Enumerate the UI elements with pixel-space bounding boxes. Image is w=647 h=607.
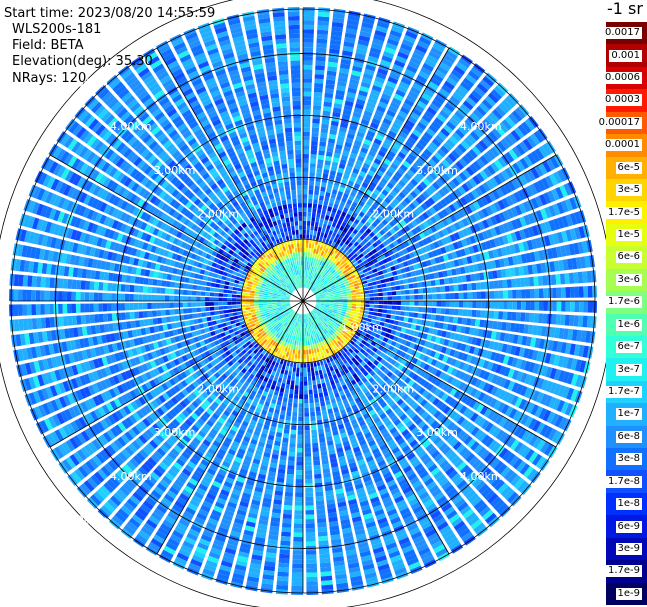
range-ring-label: 3.00km: [416, 164, 458, 177]
range-ring-label: 3.00km: [154, 426, 196, 439]
range-ring-label: 4.00km: [110, 470, 152, 483]
colorbar-units-label: -1 sr: [607, 0, 643, 18]
range-ring-label: 2.00km: [372, 208, 414, 221]
azimuth-spoke: [302, 47, 450, 302]
colorbar-tick-label: 0.0001: [603, 139, 642, 152]
range-ring-label: 5.00km: [66, 514, 108, 527]
range-ring-label: 5.00km: [66, 76, 108, 89]
colorbar-tick-label: 6e-6: [615, 251, 642, 264]
colorbar-tick-label: 3e-9: [615, 542, 642, 555]
colorbar-tick-label: 1.7e-5: [605, 206, 642, 219]
colorbar-tick-label: 3e-5: [615, 184, 642, 197]
ppi-plot: 1.00km 2.00km 2.00km 2.00km 2.00km 3.00km 3.00…: [0, 0, 606, 607]
elevation-label: Elevation(deg): 35.30: [12, 54, 153, 69]
azimuth-spoke: [49, 300, 304, 448]
colorbar-tick-label: 0.00017: [596, 116, 642, 129]
azimuth-spoke: [302, 300, 557, 448]
colorbar-tick-label: 6e-7: [615, 341, 642, 354]
range-ring-label: 4.00km: [110, 120, 152, 133]
colorbar-tick-label: 1.7e-6: [605, 296, 642, 309]
range-ring-label: 2.00km: [372, 382, 414, 395]
azimuth-spoke: [302, 154, 557, 302]
colorbar-tick-label: 6e-5: [615, 161, 642, 174]
range-ring-label: 2.00km: [198, 382, 240, 395]
colorbar-tick-label: 1.7e-8: [605, 475, 642, 488]
range-ring-label: 4.00km: [460, 120, 502, 133]
range-ring-label: 2.00km: [198, 208, 240, 221]
colorbar-tick-label: 1e-9: [615, 587, 642, 600]
range-ring-label: 3.00km: [416, 426, 458, 439]
field-label: Field: BETA: [12, 38, 84, 53]
azimuth-spoke: [156, 47, 304, 302]
azimuth-spoke: [156, 300, 304, 555]
colorbar-tick-label: 0.001: [609, 49, 642, 62]
azimuth-spoke: [49, 154, 304, 302]
colorbar-tick-label: 0.0017: [603, 27, 642, 40]
colorbar-tick-label: 0.0006: [603, 72, 642, 85]
colorbar-tick-label: 3e-7: [615, 363, 642, 376]
colorbar-tick-label: 1e-7: [615, 408, 642, 421]
colorbar-tick-label: 6e-8: [615, 430, 642, 443]
device-label: WLS200s-181: [12, 22, 102, 37]
azimuth-spoke: [302, 300, 450, 555]
colorbar-tick-label: 6e-9: [615, 520, 642, 533]
colorbar-tick-label: 3e-6: [615, 273, 642, 286]
range-ring-label: 3.00km: [154, 164, 196, 177]
colorbar: 0.0017 0.001 0.0006 0.0003 0.00017 0.0001 6e-5…: [596, 0, 647, 607]
nrays-label: NRays: 120: [12, 71, 87, 86]
colorbar-tick-label: 1e-6: [615, 318, 642, 331]
colorbar-tick-label: 1e-5: [615, 229, 642, 242]
colorbar-tick-label: 1.7e-7: [605, 385, 642, 398]
colorbar-tick-label: 3e-8: [615, 453, 642, 466]
start-time-label: Start time: 2023/08/20 14:55:59: [4, 6, 216, 21]
range-ring-label: 1.00km: [341, 321, 383, 334]
colorbar-tick-label: 1e-8: [615, 498, 642, 511]
range-ring-label: 4.00km: [460, 470, 502, 483]
colorbar-tick-label: 1.7e-9: [605, 565, 642, 578]
colorbar-tick-label: 0.0003: [603, 94, 642, 107]
